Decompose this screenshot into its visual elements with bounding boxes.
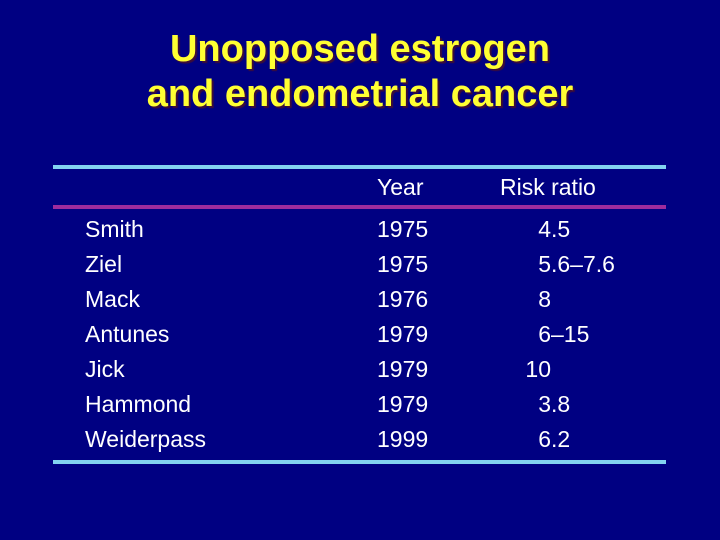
study-author: Jick [85,356,125,382]
study-risk-ratio: 4.5 [538,216,571,242]
study-author: Antunes [85,321,170,347]
table-row: Antunes 1979 6–15 [53,317,666,352]
slide-title: Unopposed estrogen and endometrial cancer [0,27,720,117]
study-author: Smith [85,216,144,242]
study-year: 1975 [377,251,429,277]
table-row: Weiderpass 1999 6.2 [53,422,666,457]
study-author: Hammond [85,391,192,417]
table-row: Jick 1979 10 [53,352,666,387]
table-row: Smith 1975 4.5 [53,212,666,247]
study-year: 1976 [377,286,429,312]
title-line-1: Unopposed estrogen [169,28,551,70]
study-author: Mack [85,286,140,312]
study-risk-ratio: 3.8 [538,391,571,417]
table-header-rule [53,205,666,209]
study-risk-ratio: 6–15 [538,321,590,347]
table-row: Mack 1976 8 [53,282,666,317]
table-header-row: Year Risk ratio [53,169,666,205]
study-author: Weiderpass [85,426,207,452]
year-column-header: Year [377,174,424,200]
risk-ratio-column-header: Risk ratio [500,174,596,200]
study-table: Year Risk ratio Smith 1975 4.5 Ziel 1975… [53,165,666,465]
study-risk-ratio: 5.6–7.6 [538,251,615,277]
table-body: Smith 1975 4.5 Ziel 1975 5.6–7.6 Mack 19… [53,212,666,457]
study-author: Ziel [85,251,123,277]
study-risk-ratio: 8 [538,286,551,312]
table-bottom-rule [53,460,666,464]
study-year: 1979 [377,391,429,417]
title-line-2: and endometrial cancer [146,73,574,115]
table-row: Ziel 1975 5.6–7.6 [53,247,666,282]
study-year: 1975 [377,216,429,242]
study-risk-ratio: 10 [525,356,551,382]
study-year: 1979 [377,356,429,382]
study-year: 1979 [377,321,429,347]
table-row: Hammond 1979 3.8 [53,387,666,422]
study-year: 1999 [377,426,429,452]
table-top-rule [53,165,666,169]
study-risk-ratio: 6.2 [538,426,571,452]
